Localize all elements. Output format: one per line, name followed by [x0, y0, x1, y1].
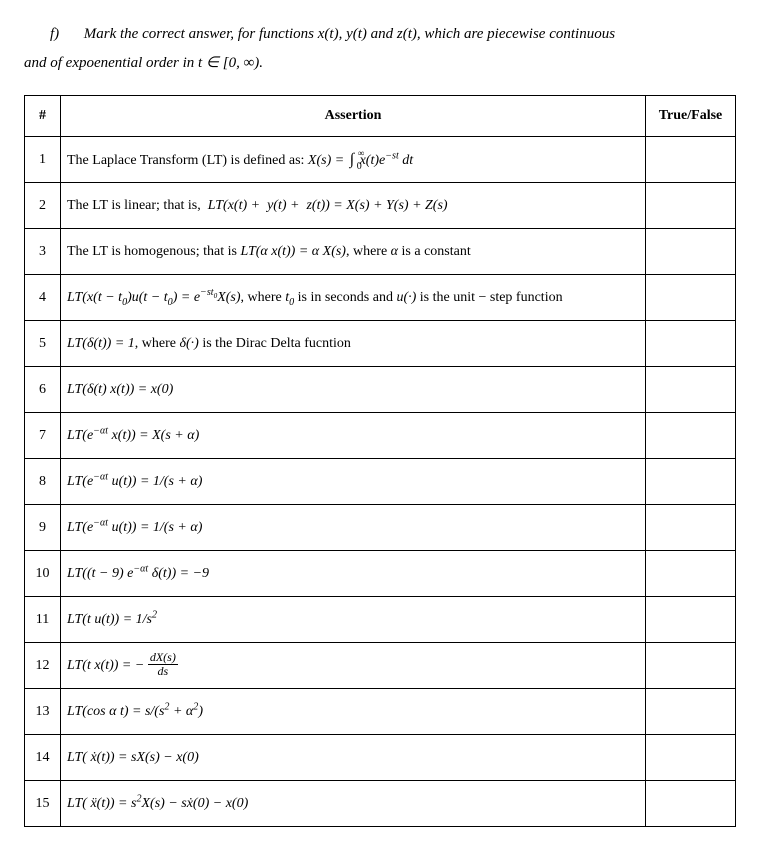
- row-number: 5: [25, 321, 61, 367]
- truefalse-cell[interactable]: [646, 321, 736, 367]
- truefalse-cell[interactable]: [646, 413, 736, 459]
- truefalse-cell[interactable]: [646, 643, 736, 689]
- row-number: 7: [25, 413, 61, 459]
- truefalse-cell[interactable]: [646, 689, 736, 735]
- assertion-cell: LT(t x(t)) = − dX(s)ds: [61, 643, 646, 689]
- table-row: 14LT( ẋ(t)) = sX(s) − x(0): [25, 735, 736, 781]
- table-row: 6LT(δ(t) x(t)) = x(0): [25, 367, 736, 413]
- assertion-cell: LT(δ(t)) = 1, where δ(·) is the Dirac De…: [61, 321, 646, 367]
- truefalse-cell[interactable]: [646, 551, 736, 597]
- table-row: 10LT((t − 9) e−αt δ(t)) = −9: [25, 551, 736, 597]
- truefalse-cell[interactable]: [646, 229, 736, 275]
- row-number: 4: [25, 275, 61, 321]
- row-number: 15: [25, 781, 61, 827]
- assertion-cell: LT((t − 9) e−αt δ(t)) = −9: [61, 551, 646, 597]
- truefalse-cell[interactable]: [646, 275, 736, 321]
- truefalse-cell[interactable]: [646, 505, 736, 551]
- assertion-cell: LT( ẋ(t)) = sX(s) − x(0): [61, 735, 646, 781]
- table-row: 5LT(δ(t)) = 1, where δ(·) is the Dirac D…: [25, 321, 736, 367]
- assertion-table: # Assertion True/False 1The Laplace Tran…: [24, 95, 736, 827]
- prompt-text-2b: t ∈ [0, ∞).: [198, 55, 263, 71]
- table-row: 15LT( ẍ(t)) = s2X(s) − sẋ(0) − x(0): [25, 781, 736, 827]
- assertion-cell: The Laplace Transform (LT) is defined as…: [61, 137, 646, 183]
- assertion-cell: LT(x(t − t0)u(t − t0) = e−st0X(s), where…: [61, 275, 646, 321]
- assertion-cell: LT(e−αt u(t)) = 1/(s + α): [61, 459, 646, 505]
- row-number: 12: [25, 643, 61, 689]
- truefalse-cell[interactable]: [646, 459, 736, 505]
- assertion-cell: LT(cos α t) = s/(s2 + α2): [61, 689, 646, 735]
- prompt-text-1b: x(t), y(t) and z(t), which are piecewise…: [318, 26, 615, 42]
- assertion-cell: LT(δ(t) x(t)) = x(0): [61, 367, 646, 413]
- table-row: 7LT(e−αt x(t)) = X(s + α): [25, 413, 736, 459]
- header-truefalse: True/False: [646, 96, 736, 137]
- table-row: 1The Laplace Transform (LT) is defined a…: [25, 137, 736, 183]
- part-label: f): [50, 20, 80, 49]
- header-num: #: [25, 96, 61, 137]
- truefalse-cell[interactable]: [646, 367, 736, 413]
- row-number: 11: [25, 597, 61, 643]
- assertion-cell: The LT is homogenous; that is LT(α x(t))…: [61, 229, 646, 275]
- table-row: 2The LT is linear; that is, LT(x(t) + y(…: [25, 183, 736, 229]
- assertion-cell: LT(t u(t)) = 1/s2: [61, 597, 646, 643]
- truefalse-cell[interactable]: [646, 597, 736, 643]
- row-number: 10: [25, 551, 61, 597]
- assertion-cell: LT(e−αt x(t)) = X(s + α): [61, 413, 646, 459]
- truefalse-cell[interactable]: [646, 183, 736, 229]
- row-number: 6: [25, 367, 61, 413]
- question-prompt: f) Mark the correct answer, for function…: [24, 20, 736, 77]
- table-row: 9LT(e−αt u(t)) = 1/(s + α): [25, 505, 736, 551]
- prompt-text-1a: Mark the correct answer, for functions: [84, 26, 318, 42]
- row-number: 8: [25, 459, 61, 505]
- assertion-cell: LT(e−αt u(t)) = 1/(s + α): [61, 505, 646, 551]
- table-row: 4LT(x(t − t0)u(t − t0) = e−st0X(s), wher…: [25, 275, 736, 321]
- row-number: 1: [25, 137, 61, 183]
- table-row: 11LT(t u(t)) = 1/s2: [25, 597, 736, 643]
- row-number: 2: [25, 183, 61, 229]
- assertion-cell: The LT is linear; that is, LT(x(t) + y(t…: [61, 183, 646, 229]
- truefalse-cell[interactable]: [646, 781, 736, 827]
- truefalse-cell[interactable]: [646, 137, 736, 183]
- table-body: 1The Laplace Transform (LT) is defined a…: [25, 137, 736, 827]
- row-number: 9: [25, 505, 61, 551]
- row-number: 13: [25, 689, 61, 735]
- row-number: 3: [25, 229, 61, 275]
- row-number: 14: [25, 735, 61, 781]
- truefalse-cell[interactable]: [646, 735, 736, 781]
- table-row: 3The LT is homogenous; that is LT(α x(t)…: [25, 229, 736, 275]
- table-header-row: # Assertion True/False: [25, 96, 736, 137]
- header-assertion: Assertion: [61, 96, 646, 137]
- table-row: 13LT(cos α t) = s/(s2 + α2): [25, 689, 736, 735]
- table-row: 12LT(t x(t)) = − dX(s)ds: [25, 643, 736, 689]
- table-row: 8LT(e−αt u(t)) = 1/(s + α): [25, 459, 736, 505]
- assertion-cell: LT( ẍ(t)) = s2X(s) − sẋ(0) − x(0): [61, 781, 646, 827]
- prompt-text-2a: and of expoenential order in: [24, 55, 198, 71]
